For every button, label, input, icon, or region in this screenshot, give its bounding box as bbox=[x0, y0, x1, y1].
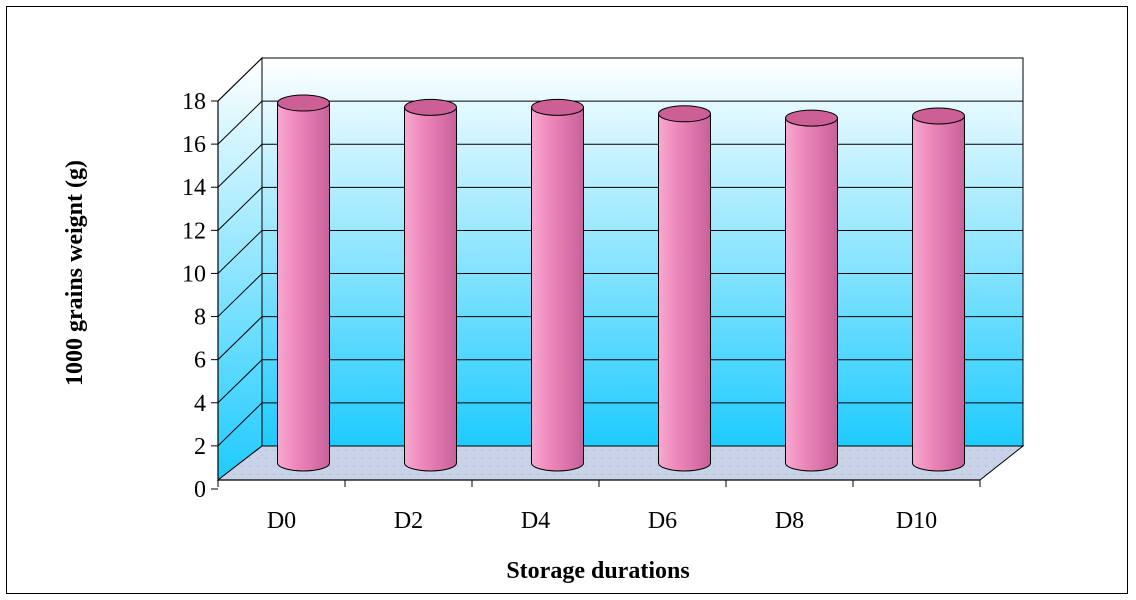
x-tick-label: D4 bbox=[521, 508, 550, 534]
y-tick-label: 6 bbox=[194, 348, 206, 374]
gridline-side bbox=[217, 359, 263, 404]
bar-body bbox=[404, 106, 457, 472]
bar bbox=[658, 105, 711, 472]
gridlines bbox=[211, 57, 1023, 490]
bars bbox=[277, 94, 965, 472]
plot-background bbox=[216, 56, 1025, 482]
y-tick-label: 10 bbox=[182, 261, 206, 287]
y-tick-label: 2 bbox=[194, 434, 206, 460]
y-tick-label: 12 bbox=[182, 218, 206, 244]
bar bbox=[785, 109, 838, 472]
bar-top bbox=[785, 109, 838, 127]
side-wall bbox=[217, 56, 263, 482]
floor bbox=[216, 445, 1025, 481]
bar bbox=[531, 98, 584, 472]
bar-top bbox=[658, 105, 711, 123]
gridline-side bbox=[217, 230, 263, 274]
x-axis-title: Storage durations bbox=[506, 558, 689, 584]
x-tick-label: D2 bbox=[394, 508, 423, 534]
x-tick-label: D8 bbox=[775, 508, 804, 534]
bar bbox=[277, 94, 330, 472]
gridline-side bbox=[217, 273, 263, 317]
x-tick-label: D10 bbox=[896, 508, 937, 534]
bar-body bbox=[912, 115, 965, 472]
bar-body bbox=[785, 117, 838, 472]
y-tick-label: 18 bbox=[182, 89, 206, 115]
gridline-side bbox=[217, 402, 263, 447]
bar bbox=[912, 107, 965, 472]
bar-top bbox=[277, 94, 330, 112]
tick-labels: 0 2 4 6 8 10 12 14 16 18 D0 D2 D4 D6 D8 D10 bbox=[182, 89, 937, 534]
gridline-side bbox=[217, 186, 263, 231]
bar-top bbox=[404, 98, 457, 116]
y-tick-label: 0 bbox=[194, 477, 206, 503]
bar-top bbox=[531, 98, 584, 116]
gridline-side bbox=[217, 100, 263, 145]
gridline-side bbox=[217, 143, 263, 188]
bar-body bbox=[531, 106, 584, 472]
bar-body bbox=[277, 102, 330, 472]
axes bbox=[217, 101, 981, 487]
x-tick-label: D0 bbox=[267, 508, 296, 534]
bar-body bbox=[658, 113, 711, 472]
x-tick-label: D6 bbox=[648, 508, 677, 534]
bar-top bbox=[912, 107, 965, 125]
y-tick-label: 14 bbox=[182, 175, 206, 201]
y-axis-title: 1000 grains weignt (g) bbox=[62, 160, 88, 386]
y-tick-label: 4 bbox=[194, 391, 206, 417]
gridline-side bbox=[217, 316, 263, 361]
y-tick-label: 16 bbox=[182, 132, 206, 158]
back-wall bbox=[261, 57, 1024, 447]
bar bbox=[404, 98, 457, 472]
gridline-side bbox=[217, 57, 263, 102]
y-tick-label: 8 bbox=[194, 305, 206, 331]
